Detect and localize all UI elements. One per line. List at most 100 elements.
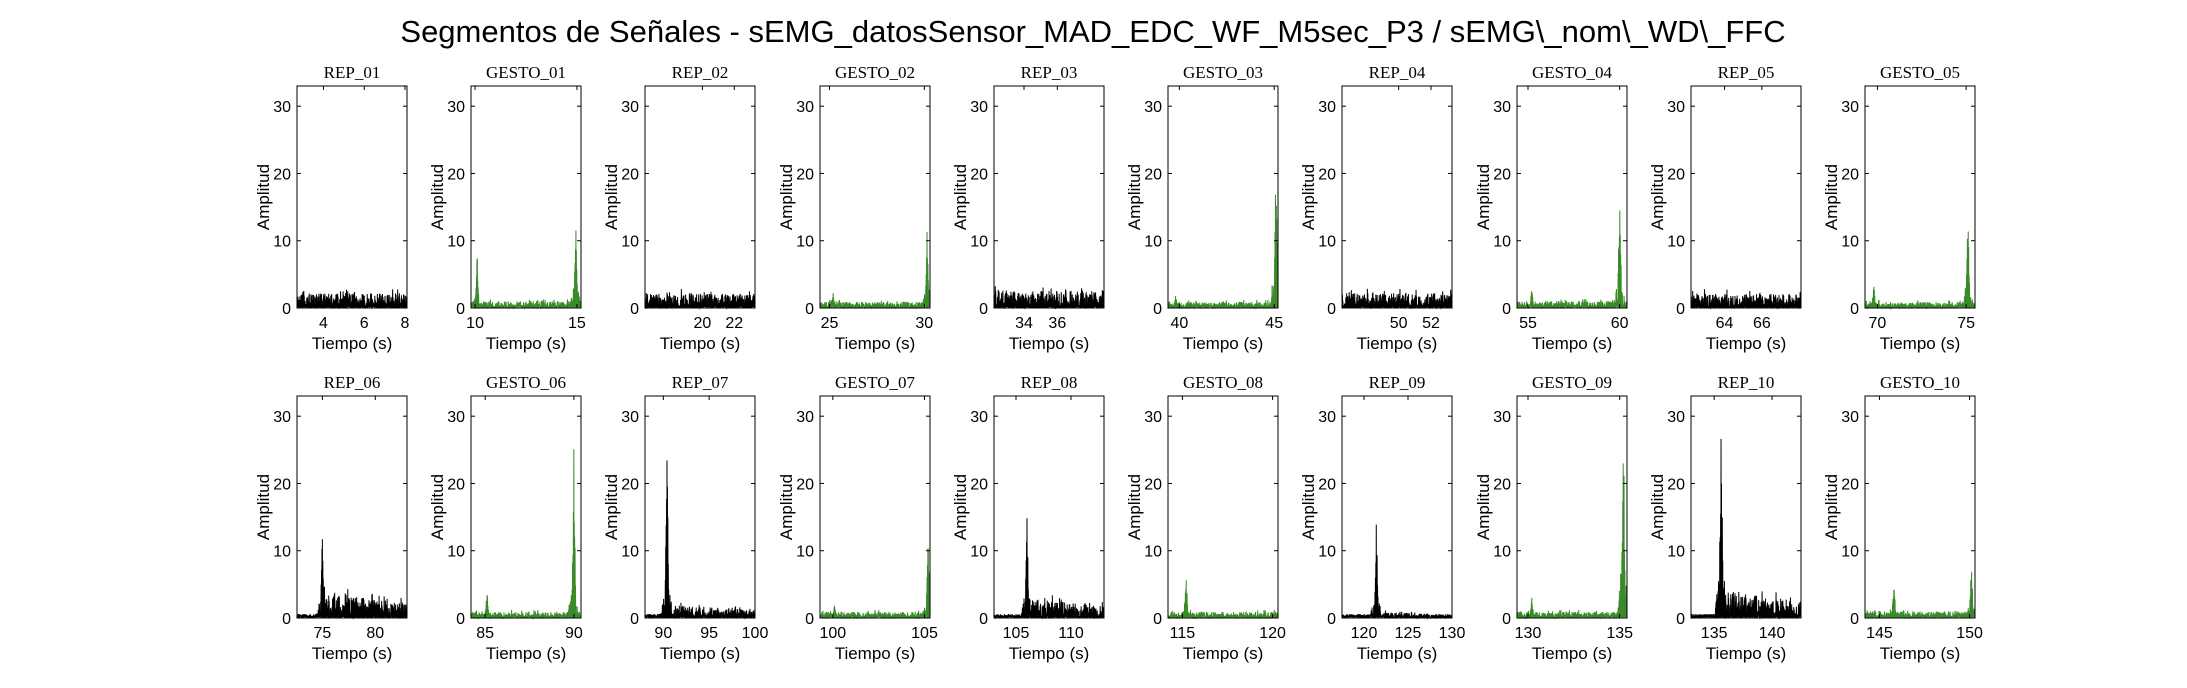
y-tick-label: 30: [1667, 409, 1685, 426]
x-tick-label: 40: [1170, 315, 1188, 332]
y-tick-label: 30: [447, 99, 465, 116]
y-tick-label: 0: [1502, 611, 1511, 628]
subplot-rep-08: 0 10 20 30 105 110 REP_08 Tiempo (s) Amplitud: [951, 373, 1105, 663]
y-tick-label: 10: [1493, 544, 1511, 561]
subplot-rep-09: 0 10 20 30 120 125 130 REP_09 Tiempo (s) Amplitud: [1299, 373, 1465, 663]
y-tick-label: 30: [970, 409, 988, 426]
y-axis-label: Amplitud: [602, 164, 621, 230]
y-tick-label: 20: [1318, 476, 1336, 493]
subplot-gesto-02: 0 10 20 30 25 30 GESTO_02 Tiempo (s) Amplitud: [777, 63, 933, 353]
x-tick-label: 8: [401, 315, 410, 332]
axes-box: [470, 395, 582, 619]
subplot-gesto-08: 0 10 20 30 115 120 GESTO_08 Tiempo (s) Amplitud: [1125, 373, 1286, 663]
y-tick-label: 30: [1144, 99, 1162, 116]
subplot-gesto-04: 0 10 20 30 55 60 GESTO_04 Tiempo (s) Amplitud: [1474, 63, 1629, 353]
y-tick-label: 20: [1841, 166, 1859, 183]
signal-trace: [819, 548, 931, 620]
signal-trace: [296, 539, 408, 620]
signal-trace: [1690, 438, 1802, 620]
x-tick-label: 105: [1003, 625, 1030, 642]
y-tick-label: 0: [1850, 301, 1859, 318]
y-tick-label: 10: [273, 234, 291, 251]
y-axis-label: Amplitud: [1474, 164, 1493, 230]
x-axis-label: Tiempo (s): [835, 334, 916, 353]
y-tick-label: 0: [805, 611, 814, 628]
y-tick-label: 0: [1327, 301, 1336, 318]
y-axis-label: Amplitud: [1299, 474, 1318, 540]
x-tick-label: 125: [1395, 625, 1422, 642]
x-tick-label: 120: [1351, 625, 1378, 642]
x-tick-label: 30: [915, 315, 933, 332]
x-tick-label: 50: [1390, 315, 1408, 332]
y-tick-label: 10: [970, 544, 988, 561]
y-tick-label: 20: [1493, 166, 1511, 183]
y-axis-label: Amplitud: [428, 164, 447, 230]
y-axis-label: Amplitud: [951, 164, 970, 230]
subplot-title: GESTO_08: [1183, 373, 1263, 392]
x-tick-label: 64: [1716, 315, 1734, 332]
y-tick-label: 30: [273, 99, 291, 116]
x-axis-label: Tiempo (s): [1532, 334, 1613, 353]
x-tick-label: 15: [568, 315, 586, 332]
y-tick-label: 0: [1676, 301, 1685, 318]
x-tick-label: 135: [1606, 625, 1633, 642]
axes-box: [644, 85, 756, 309]
y-tick-label: 10: [1318, 234, 1336, 251]
figure-title: Segmentos de Señales - sEMG_datosSensor_…: [400, 14, 1785, 49]
y-axis-label: Amplitud: [602, 474, 621, 540]
axes-box: [1864, 395, 1976, 619]
y-tick-label: 10: [621, 544, 639, 561]
subplot-gesto-10: 0 10 20 30 145 150 GESTO_10 Tiempo (s) Amplitud: [1822, 373, 1983, 663]
x-tick-label: 140: [1759, 625, 1786, 642]
axes-box: [1167, 395, 1279, 619]
x-tick-label: 36: [1048, 315, 1066, 332]
x-tick-label: 22: [725, 315, 743, 332]
signal-trace: [1516, 463, 1628, 620]
y-axis-label: Amplitud: [1474, 474, 1493, 540]
y-tick-label: 10: [621, 234, 639, 251]
y-axis-label: Amplitud: [951, 474, 970, 540]
y-tick-label: 0: [630, 611, 639, 628]
y-tick-label: 0: [1153, 611, 1162, 628]
subplot-title: GESTO_02: [835, 63, 915, 82]
axes-box: [1864, 85, 1976, 309]
y-tick-label: 0: [456, 301, 465, 318]
y-tick-label: 10: [970, 234, 988, 251]
x-tick-label: 100: [819, 625, 846, 642]
y-axis-label: Amplitud: [1125, 164, 1144, 230]
subplot-title: REP_05: [1718, 63, 1775, 82]
subplot-gesto-06: 0 10 20 30 85 90 GESTO_06 Tiempo (s) Amplitud: [428, 373, 583, 663]
subplot-rep-10: 0 10 20 30 135 140 REP_10 Tiempo (s) Amplitud: [1648, 373, 1802, 663]
x-axis-label: Tiempo (s): [1183, 334, 1264, 353]
y-tick-label: 20: [796, 166, 814, 183]
y-tick-label: 20: [1493, 476, 1511, 493]
signal-trace: [470, 230, 582, 310]
y-tick-label: 0: [979, 611, 988, 628]
signal-trace: [993, 518, 1105, 620]
y-axis-label: Amplitud: [1822, 474, 1841, 540]
y-axis-label: Amplitud: [1822, 164, 1841, 230]
y-tick-label: 20: [970, 476, 988, 493]
y-tick-label: 30: [1841, 409, 1859, 426]
y-tick-label: 10: [1144, 544, 1162, 561]
y-tick-label: 20: [447, 166, 465, 183]
y-tick-label: 0: [630, 301, 639, 318]
subplot-title: REP_02: [672, 63, 729, 82]
signal-trace: [644, 289, 756, 310]
signal-trace: [1167, 580, 1279, 620]
y-tick-label: 0: [282, 301, 291, 318]
axes-box: [1516, 395, 1628, 619]
y-tick-label: 10: [273, 544, 291, 561]
x-tick-label: 45: [1265, 315, 1283, 332]
y-tick-label: 10: [1318, 544, 1336, 561]
x-tick-label: 60: [1611, 315, 1629, 332]
y-axis-label: Amplitud: [1648, 474, 1667, 540]
subplot-rep-03: 0 10 20 30 34 36 REP_03 Tiempo (s) Amplitud: [951, 63, 1105, 353]
x-tick-label: 150: [1956, 625, 1983, 642]
y-axis-label: Amplitud: [1125, 474, 1144, 540]
x-axis-label: Tiempo (s): [312, 644, 393, 663]
x-axis-label: Tiempo (s): [1880, 334, 1961, 353]
y-tick-label: 30: [273, 409, 291, 426]
axes-box: [819, 85, 931, 309]
y-tick-label: 20: [1841, 476, 1859, 493]
